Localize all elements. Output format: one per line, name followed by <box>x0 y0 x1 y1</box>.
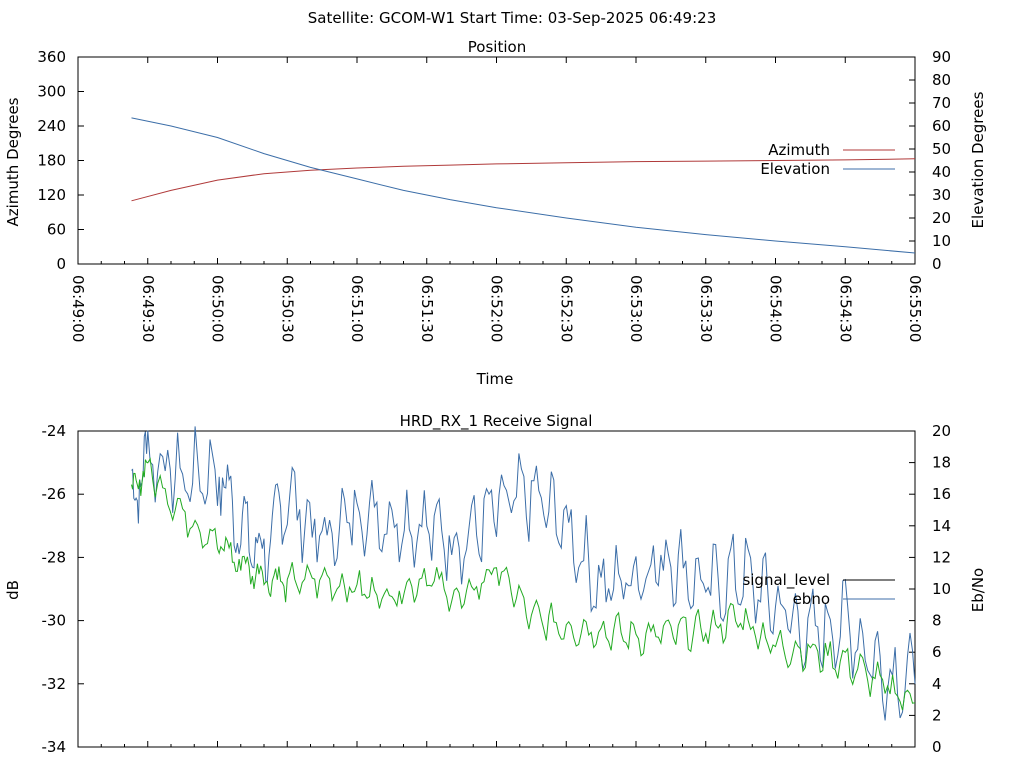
signal-yl-tick-label: -24 <box>42 422 67 440</box>
signal-title: HRD_RX_1 Receive Signal <box>400 412 593 431</box>
position-yr-tick-label: 10 <box>932 232 951 250</box>
position-x-tick-label: 06:54:00 <box>767 275 785 342</box>
position-yr-tick-label: 40 <box>932 163 951 181</box>
position-legend-label: Azimuth <box>768 141 830 159</box>
position-yl-tick-label: 240 <box>37 117 66 135</box>
signal-chart: -34 -32 -30 -28 -26 -24 0 2 4 6 8 10 12 14 16 18 20 signa… <box>42 422 952 756</box>
position-yl-tick-label: 300 <box>37 83 66 101</box>
position-series-azimuth <box>131 158 916 202</box>
signal-yl-tick-label: -30 <box>42 612 67 630</box>
position-x-tick-label: 06:49:00 <box>69 275 87 342</box>
signal-yl-tick-label: -32 <box>42 675 67 693</box>
signal-yr-tick-label: 14 <box>932 517 951 535</box>
position-x-tick-label: 06:50:00 <box>209 275 227 342</box>
signal-yr-tick-label: 12 <box>932 548 951 566</box>
position-x-tick-label: 06:52:00 <box>488 275 506 342</box>
signal-yr-tick-label: 6 <box>932 643 942 661</box>
position-yr-tick-label: 20 <box>932 209 951 227</box>
signal-yr-tick-label: 20 <box>932 422 951 440</box>
position-yl-tick-label: 120 <box>37 186 66 204</box>
position-x-tick-label: 06:53:00 <box>627 275 645 342</box>
position-chart: 06:49:00 06:49:30 06:50:00 06:50:30 06:51:00… <box>37 48 951 342</box>
position-legend-label: Elevation <box>760 160 830 178</box>
position-yl-tick-label: 0 <box>56 255 66 273</box>
position-yr-tick-label: 50 <box>932 140 951 158</box>
signal-yr-tick-label: 0 <box>932 738 942 756</box>
signal-yl-tick-label: -28 <box>42 548 67 566</box>
position-x-tick-label: 06:50:30 <box>278 275 296 342</box>
position-yl-tick-label: 180 <box>37 152 66 170</box>
signal-yl-tick-label: -34 <box>42 738 67 756</box>
position-yr-tick-label: 0 <box>932 255 942 273</box>
position-yr-tick-label: 70 <box>932 94 951 112</box>
signal-yr-tick-label: 10 <box>932 580 951 598</box>
signal-yr-tick-label: 16 <box>932 485 951 503</box>
position-yr-tick-label: 30 <box>932 186 951 204</box>
position-x-tick-label: 06:55:00 <box>906 275 924 342</box>
position-x-tick-label: 06:51:00 <box>348 275 366 342</box>
position-yr-tick-label: 80 <box>932 71 951 89</box>
position-x-tick-label: 06:51:30 <box>418 275 436 342</box>
position-ylabel-right: Elevation Degrees <box>969 91 987 228</box>
signal-yl-tick-label: -26 <box>42 485 67 503</box>
signal-yr-tick-label: 2 <box>932 706 942 724</box>
position-ylabel-left: Azimuth Degrees <box>4 97 22 226</box>
position-xlabel: Time <box>476 370 514 388</box>
position-title: Position <box>468 38 526 56</box>
signal-yr-tick-label: 4 <box>932 675 942 693</box>
position-x-tick-label: 06:49:30 <box>139 275 157 342</box>
signal-yr-tick-label: 18 <box>932 454 951 472</box>
signal-plot-frame <box>77 430 916 748</box>
position-yl-tick-label: 360 <box>37 48 66 66</box>
signal-ylabel-left: dB <box>4 580 22 600</box>
signal-series-signal_level_green <box>131 457 916 711</box>
position-x-tick-label: 06:54:30 <box>836 275 854 342</box>
position-x-tick-label: 06:52:30 <box>557 275 575 342</box>
chart-header: Satellite: GCOM-W1 Start Time: 03-Sep-20… <box>308 9 717 27</box>
position-yl-tick-label: 60 <box>47 221 66 239</box>
position-yr-tick-label: 60 <box>932 117 951 135</box>
position-series-elevation <box>131 117 916 254</box>
position-x-tick-label: 06:53:30 <box>697 275 715 342</box>
signal-series-ebno <box>131 426 916 721</box>
position-yr-tick-label: 90 <box>932 48 951 66</box>
signal-ylabel-right: Eb/No <box>969 568 987 612</box>
signal-legend-label: signal_level <box>742 571 830 590</box>
signal-legend-label: ebno <box>793 590 830 608</box>
signal-yr-tick-label: 8 <box>932 612 942 630</box>
